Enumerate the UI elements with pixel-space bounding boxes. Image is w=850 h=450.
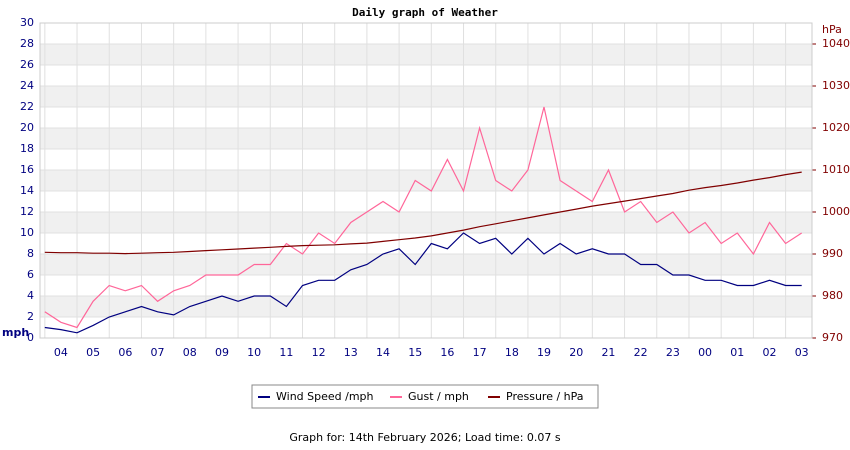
- plot-frame: [39, 22, 813, 339]
- grid-band: [40, 44, 812, 65]
- x-tick-label: 02: [762, 346, 776, 359]
- y-tick-label: 4: [27, 289, 34, 302]
- grid-band: [40, 212, 812, 233]
- y2-tick-label: 1030: [822, 79, 850, 92]
- grid-band: [40, 128, 812, 149]
- legend-label: Gust / mph: [408, 390, 469, 403]
- x-tick-label: 13: [344, 346, 358, 359]
- y-tick-label: 18: [20, 142, 34, 155]
- x-tick-label: 17: [473, 346, 487, 359]
- series-line: [44, 171, 802, 255]
- x-tick-label: 20: [569, 346, 583, 359]
- x-tick-label: 01: [730, 346, 744, 359]
- grid-band: [40, 86, 812, 107]
- x-tick-label: 14: [376, 346, 390, 359]
- x-tick-label: 03: [795, 346, 809, 359]
- x-tick-label: 18: [505, 346, 519, 359]
- y-tick-label: 6: [27, 268, 34, 281]
- x-tick-label: 06: [118, 346, 132, 359]
- y-tick-label: 30: [20, 16, 34, 29]
- grid-band: [40, 254, 812, 275]
- y2-tick-label: 1010: [822, 163, 850, 176]
- x-tick-label: 05: [86, 346, 100, 359]
- chart-title: Daily graph of Weather: [352, 6, 498, 19]
- footer: Graph for: 14th February 2026; Load time…: [289, 431, 561, 444]
- grid-band: [40, 296, 812, 317]
- y-tick-label: 26: [20, 58, 34, 71]
- y2-axis-label: hPa: [822, 23, 842, 36]
- y-tick-label: 12: [20, 205, 34, 218]
- y2-tick-label: 1040: [822, 37, 850, 50]
- legend-label: Pressure / hPa: [506, 390, 584, 403]
- y-tick-label: 8: [27, 247, 34, 260]
- x-tick-label: 23: [666, 346, 680, 359]
- x-tick-label: 09: [215, 346, 229, 359]
- x-tick-label: 22: [634, 346, 648, 359]
- x-tick-label: 08: [183, 346, 197, 359]
- y2-tick-label: 1020: [822, 121, 850, 134]
- y-tick-label: 2: [27, 310, 34, 323]
- x-tick-label: 00: [698, 346, 712, 359]
- x-tick-label: 11: [279, 346, 293, 359]
- legend-box: [251, 384, 599, 409]
- y2-tick-label: 970: [822, 331, 843, 344]
- y2-tick-label: 990: [822, 247, 843, 260]
- y2-tick-label: 1000: [822, 205, 850, 218]
- grid-band: [40, 170, 812, 191]
- legend-label: Wind Speed /mph: [276, 390, 374, 403]
- y2-tick-label: 980: [822, 289, 843, 302]
- series-line: [44, 232, 802, 334]
- y-tick-label: 14: [20, 184, 34, 197]
- x-tick-label: 15: [408, 346, 422, 359]
- x-tick-label: 07: [151, 346, 165, 359]
- y-axis-label: mph: [2, 326, 29, 339]
- x-tick-label: 12: [312, 346, 326, 359]
- y-tick-label: 28: [20, 37, 34, 50]
- x-tick-label: 04: [54, 346, 68, 359]
- x-tick-label: 21: [601, 346, 615, 359]
- series-line: [44, 106, 803, 329]
- x-tick-label: 16: [440, 346, 454, 359]
- y-tick-label: 0: [27, 331, 34, 344]
- y-tick-label: 24: [20, 79, 34, 92]
- y-tick-label: 22: [20, 100, 34, 113]
- y-tick-label: 20: [20, 121, 34, 134]
- y-tick-label: 16: [20, 163, 34, 176]
- x-tick-label: 10: [247, 346, 261, 359]
- x-tick-label: 19: [537, 346, 551, 359]
- y-tick-label: 10: [20, 226, 34, 239]
